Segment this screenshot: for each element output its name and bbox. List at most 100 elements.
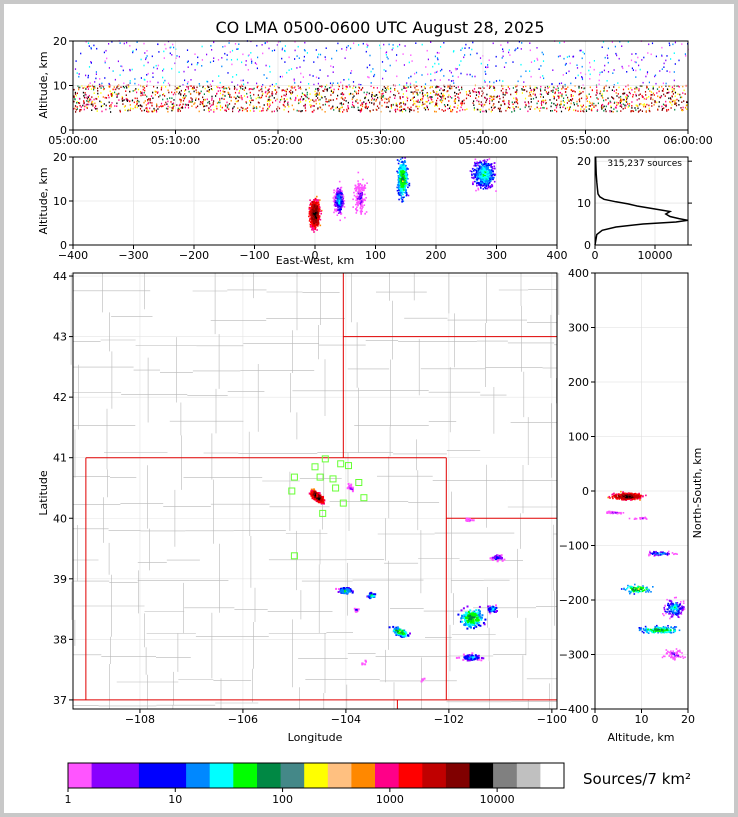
time-height-source bbox=[296, 109, 298, 112]
time-height-source bbox=[306, 52, 308, 54]
time-height-source bbox=[461, 86, 463, 89]
time-height-source bbox=[210, 45, 212, 47]
time-height-source bbox=[563, 104, 565, 106]
time-height-source bbox=[524, 97, 527, 100]
time-height-source bbox=[291, 86, 293, 89]
ew-height-source bbox=[406, 181, 409, 184]
ew-height-source bbox=[338, 205, 340, 207]
ew-height-source bbox=[319, 224, 322, 227]
time-height-source bbox=[212, 102, 214, 104]
time-height-source bbox=[315, 102, 317, 105]
time-height-source bbox=[567, 99, 569, 101]
time-height-source bbox=[615, 107, 617, 109]
time-height-source bbox=[473, 100, 475, 102]
ew-height-source bbox=[473, 177, 475, 180]
ew-height-source bbox=[336, 203, 338, 205]
time-height-source bbox=[385, 89, 388, 91]
time-height-source bbox=[589, 86, 591, 89]
time-height-source bbox=[211, 97, 213, 100]
time-height-source bbox=[655, 55, 657, 58]
ew-height-source bbox=[475, 178, 478, 180]
time-height-source bbox=[478, 87, 480, 89]
time-height-source bbox=[581, 77, 583, 79]
time-height-source bbox=[367, 76, 369, 78]
time-height-source bbox=[317, 82, 319, 85]
time-height-source bbox=[649, 90, 651, 92]
time-height-source bbox=[471, 48, 473, 51]
time-height-source bbox=[261, 88, 263, 90]
time-height-source bbox=[123, 86, 126, 89]
time-height-source bbox=[103, 103, 105, 105]
time-height-source bbox=[325, 98, 327, 100]
time-height-source bbox=[553, 97, 555, 100]
time-height-source bbox=[390, 105, 392, 107]
ew-height-source bbox=[319, 206, 321, 209]
time-height-source bbox=[563, 101, 565, 103]
time-height-source bbox=[340, 81, 342, 84]
time-height-source bbox=[100, 92, 102, 94]
ew-height-source bbox=[340, 190, 342, 192]
time-height-source bbox=[569, 106, 571, 108]
time-height-source bbox=[450, 71, 452, 74]
time-height-source bbox=[283, 108, 285, 111]
time-height-source bbox=[570, 102, 572, 105]
time-height-source bbox=[387, 106, 389, 108]
time-height-source bbox=[410, 75, 412, 78]
time-height-source bbox=[484, 103, 486, 106]
ew-height-source bbox=[359, 192, 362, 194]
time-height-source bbox=[645, 75, 647, 78]
ew-height-source bbox=[478, 177, 481, 180]
time-height-source bbox=[94, 85, 96, 88]
time-height-source bbox=[371, 99, 373, 101]
time-height-source bbox=[616, 104, 618, 107]
time-height-source bbox=[86, 86, 88, 88]
time-height-source bbox=[126, 41, 128, 44]
time-height-source bbox=[154, 90, 156, 93]
time-height-source bbox=[386, 98, 388, 100]
ew-height-source bbox=[308, 206, 311, 209]
time-height-source bbox=[369, 110, 371, 113]
time-height-source bbox=[376, 87, 378, 89]
ew-height-source bbox=[361, 197, 363, 199]
ew-height-source bbox=[341, 192, 343, 195]
time-height-source bbox=[273, 85, 276, 88]
time-height-source bbox=[398, 109, 400, 111]
time-height-xtick-label: 05:50:00 bbox=[561, 134, 610, 147]
time-height-source bbox=[319, 53, 322, 56]
time-height-source bbox=[436, 93, 438, 96]
ew-height-source bbox=[484, 166, 486, 168]
time-height-source bbox=[665, 85, 667, 87]
time-height-source bbox=[481, 90, 483, 92]
ew-height-source bbox=[479, 183, 482, 186]
time-height-source bbox=[466, 93, 468, 96]
ew-height-source bbox=[479, 171, 481, 174]
time-height-source bbox=[76, 92, 78, 95]
time-height-source bbox=[490, 110, 492, 113]
ew-height-source bbox=[338, 203, 341, 205]
ew-height-source bbox=[492, 173, 495, 176]
time-height-source bbox=[495, 65, 497, 67]
time-height-source bbox=[127, 99, 129, 102]
time-height-source bbox=[628, 65, 630, 67]
time-height-source bbox=[147, 111, 149, 113]
time-height-source bbox=[638, 88, 640, 90]
time-height-source bbox=[441, 96, 443, 98]
ew-height-source bbox=[402, 170, 404, 172]
time-height-source bbox=[517, 106, 519, 109]
ew-height-source bbox=[397, 186, 399, 189]
time-height-source bbox=[327, 75, 329, 77]
time-height-source bbox=[683, 100, 685, 102]
ew-height-source bbox=[480, 187, 482, 189]
time-height-source bbox=[601, 108, 603, 110]
time-height-source bbox=[128, 86, 130, 88]
time-height-source bbox=[400, 102, 402, 104]
ew-height-source bbox=[400, 182, 403, 184]
time-height-source bbox=[437, 93, 440, 96]
time-height-source bbox=[440, 96, 442, 98]
time-height-source bbox=[371, 94, 373, 96]
time-height-source bbox=[415, 42, 417, 44]
time-height-source bbox=[576, 100, 578, 103]
time-height-source bbox=[193, 87, 195, 89]
time-height-source bbox=[494, 106, 496, 108]
